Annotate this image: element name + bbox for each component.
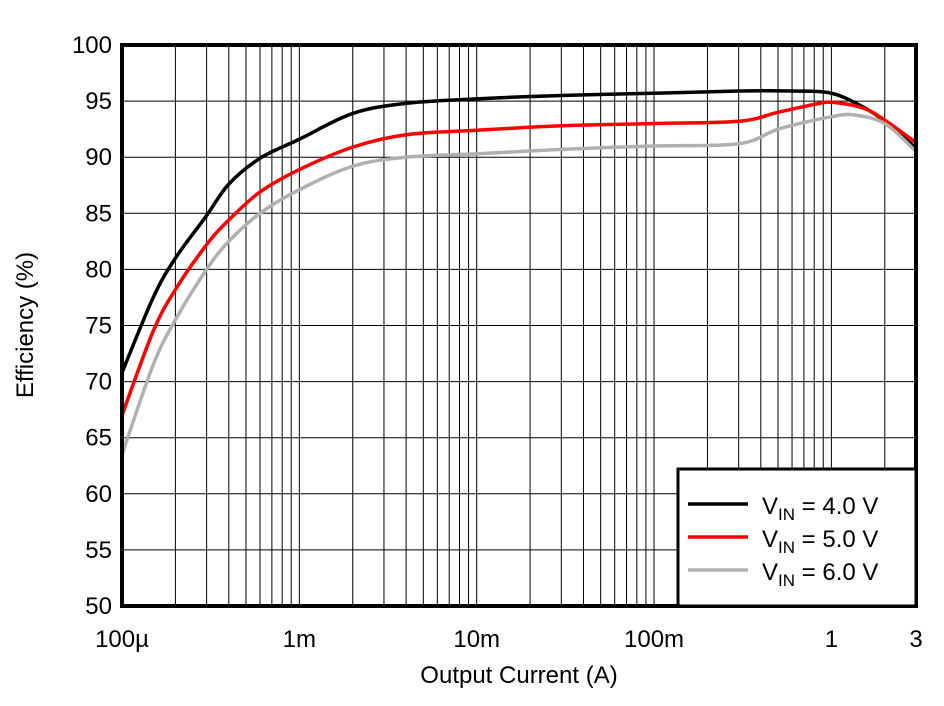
y-tick-label: 55 [85,537,112,564]
y-tick-labels: 50 55 60 65 70 75 80 85 90 95 100 [72,32,112,620]
y-axis-label: Efficiency (%) [12,252,39,398]
y-tick-label: 80 [85,256,112,283]
y-tick-label: 90 [85,144,112,171]
y-tick-label: 65 [85,425,112,452]
x-tick-label: 1m [283,626,316,653]
series-line-3 [120,112,918,456]
y-tick-label: 85 [85,200,112,227]
x-tick-labels: 100µ 1m 10m 100m 1 3 [95,626,923,653]
x-tick-label: 3 [909,626,922,653]
series-line-1 [120,88,918,374]
x-tick-label: 100µ [95,626,149,653]
x-tick-label: 10m [453,626,500,653]
y-tick-label: 60 [85,481,112,508]
legend-label: VIN = 6.0 V [762,559,878,590]
x-tick-label: 1 [825,626,838,653]
legend-label: VIN = 5.0 V [762,526,878,557]
y-tick-label: 50 [85,593,112,620]
y-tick-label: 100 [72,32,112,59]
legend-label: VIN = 4.0 V [762,493,878,524]
x-axis-label: Output Current (A) [420,662,617,689]
y-tick-label: 75 [85,313,112,340]
y-tick-label: 95 [85,88,112,115]
plot-frame [120,43,918,608]
x-tick-label: 100m [624,626,684,653]
series-line-2 [120,100,918,416]
y-tick-label: 70 [85,369,112,396]
series-lines [120,88,918,456]
